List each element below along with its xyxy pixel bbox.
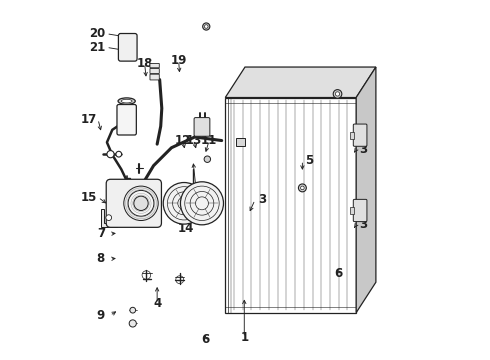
Polygon shape [350,132,354,139]
Text: 11: 11 [201,134,217,147]
FancyBboxPatch shape [353,124,367,146]
Text: 14: 14 [178,222,194,235]
FancyBboxPatch shape [117,104,136,135]
Text: 15: 15 [81,191,97,204]
FancyBboxPatch shape [194,118,210,136]
Circle shape [107,150,114,158]
Text: 6: 6 [334,267,343,280]
Text: 21: 21 [89,41,105,54]
Text: 7: 7 [97,227,105,240]
FancyBboxPatch shape [150,63,159,68]
Text: 16: 16 [122,191,138,204]
Circle shape [300,186,304,190]
Circle shape [134,196,148,211]
Circle shape [335,92,340,96]
Text: 2: 2 [193,188,200,201]
FancyBboxPatch shape [150,74,159,80]
Text: 6: 6 [201,333,210,346]
Circle shape [129,320,136,327]
Text: 3: 3 [359,218,368,231]
FancyBboxPatch shape [150,68,159,73]
Circle shape [130,307,136,313]
Ellipse shape [122,99,132,103]
Circle shape [204,25,208,28]
Polygon shape [356,67,376,313]
Text: 4: 4 [153,297,161,310]
Text: 17: 17 [81,113,97,126]
Text: 1: 1 [240,331,248,344]
Polygon shape [101,209,117,226]
Text: 9: 9 [97,309,105,322]
Polygon shape [236,138,245,145]
Ellipse shape [118,98,135,104]
FancyBboxPatch shape [353,199,367,222]
Text: 12: 12 [175,134,191,147]
Circle shape [333,90,342,98]
Circle shape [204,156,211,162]
Circle shape [128,190,154,216]
Circle shape [124,186,158,221]
Text: 3: 3 [359,143,368,156]
Circle shape [106,215,112,221]
Text: 10: 10 [145,191,161,204]
Text: 13: 13 [186,134,202,147]
Text: 5: 5 [305,154,314,167]
Text: 19: 19 [171,54,187,67]
Circle shape [180,182,223,225]
Circle shape [203,23,210,30]
Text: 8: 8 [97,252,105,265]
Text: 18: 18 [136,57,153,70]
Polygon shape [350,207,354,214]
Circle shape [163,183,205,224]
Circle shape [298,184,306,192]
FancyBboxPatch shape [119,33,137,61]
Text: 5: 5 [201,188,209,201]
Polygon shape [225,67,376,98]
Text: 3: 3 [258,193,266,206]
Circle shape [116,151,122,157]
Text: 20: 20 [89,27,105,40]
FancyBboxPatch shape [106,179,161,227]
